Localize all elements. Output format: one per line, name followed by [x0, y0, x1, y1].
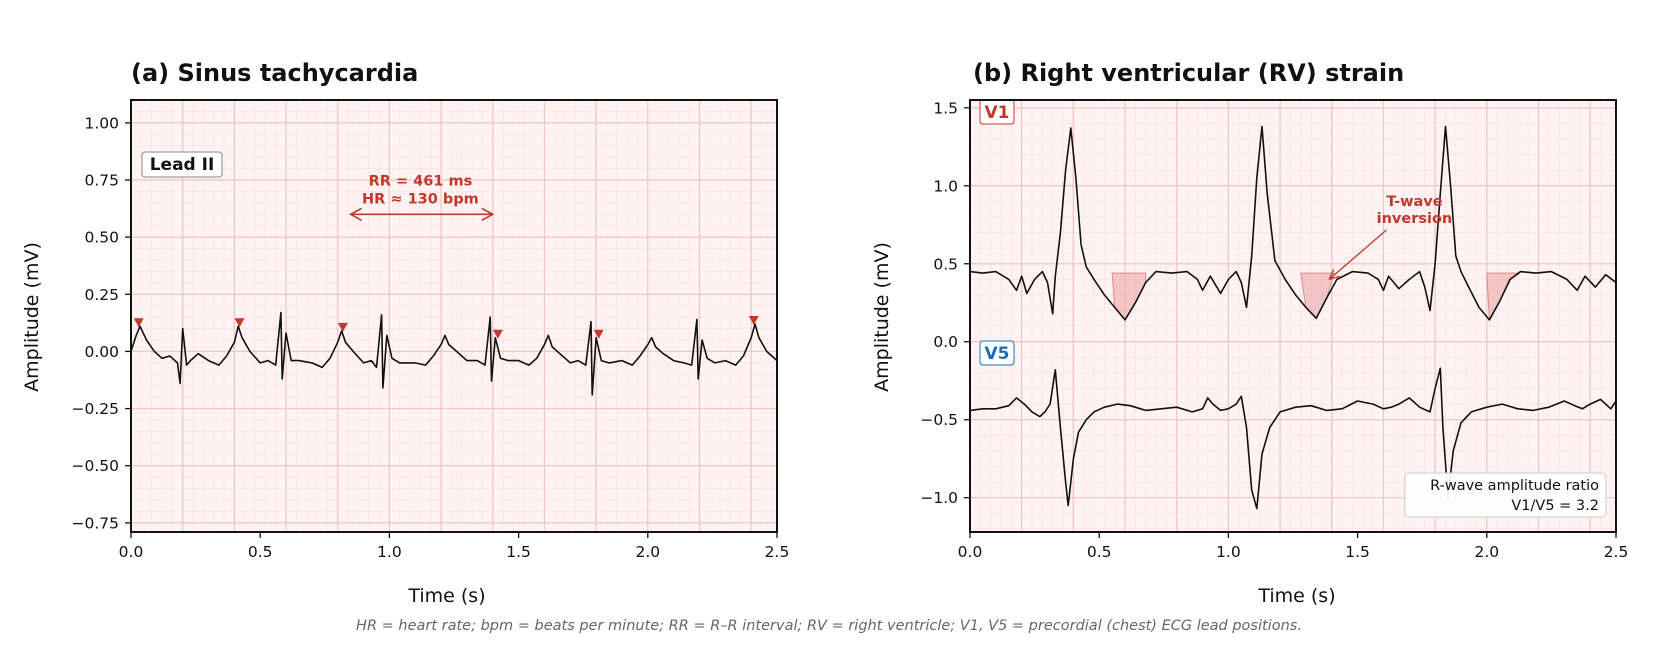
- x-tick-label: 1.0: [1216, 543, 1241, 561]
- rr-interval-annotation: RR = 461 ms: [369, 173, 473, 189]
- t-wave-annotation-line1: T-wave: [1386, 194, 1442, 210]
- y-tick-label: −0.75: [72, 514, 120, 532]
- panel-a-ylabel: Amplitude (mV): [21, 242, 43, 392]
- ratio-box-value: V1/V5 = 3.2: [1511, 498, 1599, 514]
- panel-a-sinus-tachycardia: (a) Sinus tachycardia Time (s) Amplitude…: [21, 59, 789, 607]
- lead-v5-trace: [969, 367, 1617, 510]
- y-tick-label: −1.0: [920, 489, 958, 507]
- lead-ii-label-box: Lead II: [141, 151, 223, 178]
- lead-v5-box: [979, 340, 1015, 366]
- x-tick-label: 0.0: [119, 543, 144, 561]
- heart-rate-annotation: HR ≈ 130 bpm: [362, 191, 479, 207]
- plot-background: [131, 100, 777, 532]
- y-tick-label: 1.00: [84, 114, 119, 132]
- r-peak-marker: [593, 329, 604, 339]
- y-tick-label: 1.0: [933, 177, 958, 195]
- r-peak-marker: [337, 322, 348, 332]
- lead-ii-box: [141, 151, 223, 178]
- ratio-box-title: R-wave amplitude ratio: [1430, 478, 1599, 494]
- x-tick-label: 2.5: [1604, 543, 1629, 561]
- y-tick-label: 0.5: [933, 255, 958, 273]
- y-tick-label: 0.25: [84, 286, 119, 304]
- r-peak-marker: [133, 318, 144, 328]
- plot-frame: [130, 99, 778, 533]
- rr-arrow-head-left: [348, 207, 363, 221]
- x-tick-label: 2.0: [635, 543, 660, 561]
- lead-v5-label-box: V5: [979, 340, 1015, 366]
- panel-b-ylabel: Amplitude (mV): [871, 242, 893, 392]
- panel-a-xlabel: Time (s): [407, 585, 485, 607]
- y-tick-label: −0.25: [72, 400, 120, 418]
- r-peak-marker: [748, 316, 759, 325]
- x-tick-label: 0.5: [248, 543, 273, 561]
- lead-v1-trace: [969, 125, 1617, 321]
- y-tick-label: 0.50: [84, 229, 119, 247]
- rr-arrow-head-right: [481, 207, 495, 221]
- x-tick-label: 0.0: [958, 543, 983, 561]
- t-wave-annotation-line2: inversion: [1377, 211, 1453, 227]
- ratio-box-background: [1404, 472, 1607, 518]
- y-tick-label: 0.0: [933, 333, 958, 351]
- r-wave-ratio-box: R-wave amplitude ratio V1/V5 = 3.2: [1404, 472, 1607, 518]
- r-peak-marker: [234, 318, 245, 328]
- x-tick-label: 2.0: [1474, 543, 1499, 561]
- y-tick-label: −0.50: [72, 457, 120, 475]
- t-wave-arrow-line: [1328, 229, 1387, 280]
- plot-background: [970, 100, 1616, 532]
- y-tick-label: 0.75: [84, 172, 119, 190]
- y-tick-label: −0.5: [920, 411, 958, 429]
- x-tick-label: 1.5: [1345, 543, 1370, 561]
- panel-a-title: (a) Sinus tachycardia: [131, 59, 418, 87]
- x-tick-label: 1.0: [377, 543, 402, 561]
- x-tick-label: 2.5: [765, 543, 790, 561]
- r-peak-marker: [492, 329, 503, 339]
- footnote: HR = heart rate; bpm = beats per minute;…: [356, 618, 1302, 634]
- lead-v5-label: V5: [985, 344, 1010, 364]
- t-wave-arrow-head: [1328, 269, 1340, 280]
- plot-frame: [969, 99, 1617, 533]
- panel-b-title: (b) Right ventricular (RV) strain: [973, 59, 1404, 87]
- y-tick-label: 0.00: [84, 343, 119, 361]
- lead-v1-label: V1: [985, 103, 1010, 123]
- x-tick-label: 1.5: [506, 543, 531, 561]
- y-tick-label: 1.5: [933, 99, 958, 117]
- panel-b-xlabel: Time (s): [1257, 585, 1335, 607]
- lead-v1-label-box: V1: [979, 99, 1015, 125]
- panel-b-rv-strain: (b) Right ventricular (RV) strain Time (…: [871, 59, 1628, 607]
- x-tick-label: 0.5: [1087, 543, 1112, 561]
- lead-ii-label: Lead II: [150, 155, 215, 175]
- lead-ii-trace: [130, 311, 778, 396]
